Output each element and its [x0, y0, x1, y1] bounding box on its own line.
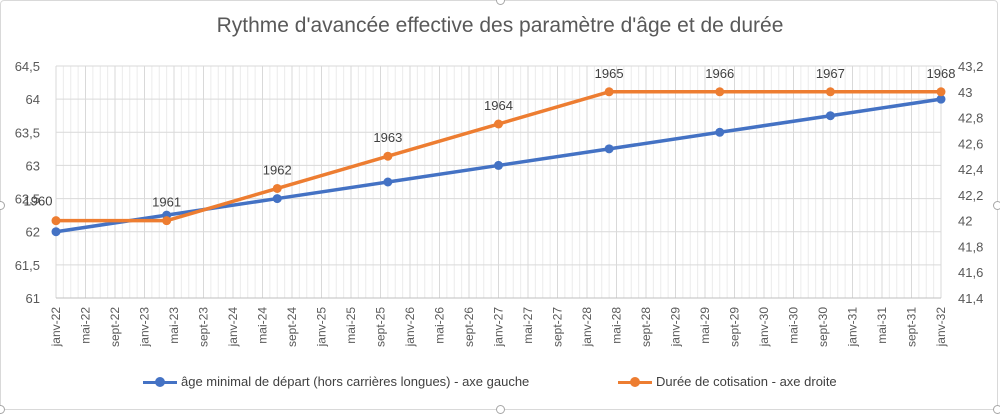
data-label: 1965 — [595, 66, 624, 81]
y-right-tick-label: 42,2 — [958, 188, 983, 203]
resize-handle-bottom-left[interactable] — [0, 405, 5, 414]
data-point-age — [494, 160, 503, 170]
resize-handle-right[interactable] — [993, 201, 1000, 210]
y-right-tick-label: 42,8 — [958, 111, 983, 126]
data-point-duree — [494, 119, 503, 129]
data-label: 1968 — [927, 66, 956, 81]
data-point-age — [936, 94, 946, 104]
data-point-duree — [272, 183, 282, 193]
y-right-tick-label: 41,8 — [958, 239, 983, 254]
data-point-age — [383, 177, 393, 187]
x-tick-label: sept-28 — [639, 307, 653, 347]
y-right-tick-label: 43,2 — [958, 59, 983, 74]
y-left-tick-label: 61 — [26, 291, 40, 306]
x-tick-label: sept-24 — [285, 307, 299, 347]
y-left-tick-label: 63 — [26, 158, 40, 173]
x-tick-label: mai-28 — [610, 307, 624, 344]
data-label: 1961 — [152, 195, 181, 210]
x-tick-label: mai-30 — [787, 307, 801, 344]
x-tick-label: janv-25 — [315, 307, 329, 348]
data-point-age — [825, 111, 835, 121]
data-label: 1962 — [263, 162, 292, 177]
legend-label-age: âge minimal de départ (hors carrières lo… — [181, 374, 530, 389]
x-tick-label: sept-25 — [374, 307, 388, 347]
data-label: 1964 — [484, 98, 513, 113]
data-point-duree — [715, 87, 725, 97]
y-left-tick-label: 64,5 — [15, 59, 40, 74]
data-label: 1966 — [705, 66, 734, 81]
resize-handle-bottom-right[interactable] — [993, 405, 1000, 414]
legend-item-age: âge minimal de départ (hors carrières lo… — [143, 374, 529, 389]
data-point-age — [604, 144, 614, 154]
y-right-tick-label: 41,6 — [958, 265, 983, 280]
y-right-tick-label: 41,4 — [958, 291, 983, 306]
legend: âge minimal de départ (hors carrières lo… — [0, 374, 1000, 394]
x-tick-label: sept-31 — [905, 307, 919, 347]
x-tick-label: mai-31 — [875, 307, 889, 344]
legend-label-duree: Durée de cotisation - axe droite — [656, 374, 837, 389]
x-tick-label: sept-22 — [108, 307, 122, 347]
x-tick-label: sept-23 — [197, 307, 211, 347]
x-tick-label: janv-32 — [934, 307, 948, 348]
data-point-age — [715, 127, 725, 137]
x-tick-label: mai-29 — [698, 307, 712, 344]
x-tick-label: mai-22 — [79, 307, 93, 344]
y-right-tick-label: 42 — [958, 214, 972, 229]
x-tick-label: mai-23 — [167, 307, 181, 344]
resize-handle-top[interactable] — [496, 0, 505, 5]
x-tick-label: janv-23 — [138, 307, 152, 348]
data-label: 1960 — [24, 194, 53, 209]
x-tick-label: janv-22 — [49, 307, 63, 348]
x-tick-label: janv-24 — [226, 307, 240, 348]
x-tick-label: janv-27 — [492, 307, 506, 348]
y-right-tick-label: 42,4 — [958, 162, 983, 177]
x-tick-label: janv-30 — [757, 307, 771, 348]
legend-swatch-age — [143, 376, 177, 388]
legend-swatch-duree — [618, 376, 652, 388]
data-point-duree — [383, 151, 393, 161]
data-point-duree — [604, 87, 614, 97]
x-tick-label: sept-29 — [728, 307, 742, 347]
x-tick-label: janv-28 — [580, 307, 594, 348]
data-point-age — [272, 194, 282, 204]
resize-handle-left[interactable] — [0, 201, 5, 210]
data-label: 1963 — [373, 130, 402, 145]
y-left-tick-label: 64 — [26, 92, 40, 107]
x-tick-label: sept-30 — [816, 307, 830, 347]
y-left-tick-label: 62 — [26, 225, 40, 240]
x-tick-label: janv-29 — [669, 307, 683, 348]
y-left-tick-label: 63,5 — [15, 125, 40, 140]
y-left-tick-label: 61,5 — [15, 258, 40, 273]
x-tick-label: mai-26 — [433, 307, 447, 344]
x-tick-label: mai-24 — [256, 307, 270, 344]
y-right-tick-label: 43 — [958, 85, 972, 100]
x-tick-label: mai-27 — [521, 307, 535, 344]
x-tick-label: mai-25 — [344, 307, 358, 344]
data-point-duree — [825, 87, 835, 97]
x-tick-label: janv-26 — [403, 307, 417, 348]
x-tick-label: janv-31 — [846, 307, 860, 348]
resize-handle-bottom[interactable] — [496, 405, 505, 414]
data-point-duree — [51, 216, 61, 226]
x-tick-label: sept-27 — [551, 307, 565, 347]
y-left-tick-label: 62,5 — [15, 192, 40, 207]
data-point-age — [51, 227, 61, 237]
data-label: 1967 — [816, 66, 845, 81]
data-point-duree — [162, 216, 172, 226]
legend-item-duree: Durée de cotisation - axe droite — [618, 374, 837, 389]
y-right-tick-label: 42,6 — [958, 136, 983, 151]
data-point-duree — [936, 87, 946, 97]
chart-title: Rythme d'avancée effective des paramètre… — [216, 14, 784, 37]
x-tick-label: sept-26 — [462, 307, 476, 347]
